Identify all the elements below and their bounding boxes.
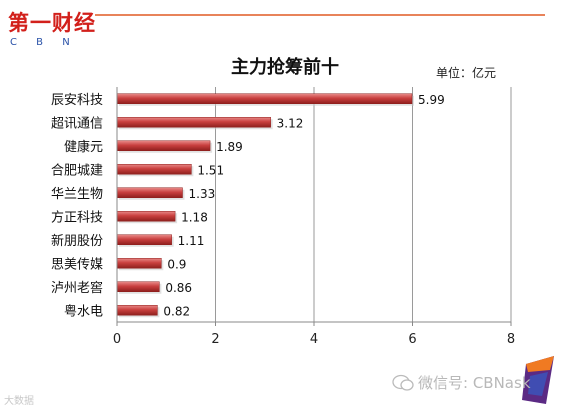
value-label: 1.11: [178, 234, 205, 248]
category-label: 健康元: [64, 139, 103, 155]
value-label: 0.82: [163, 304, 190, 318]
value-label: 0.86: [165, 281, 192, 295]
category-label: 粤水电: [64, 303, 103, 319]
corner-decoration: [522, 356, 554, 404]
x-tick-labels: 0 2 4 6 8: [113, 322, 515, 347]
bar: [116, 305, 158, 316]
bar: [116, 117, 271, 128]
x-tick-label: 2: [211, 332, 219, 347]
category-label: 方正科技: [51, 209, 103, 225]
unit-label: 单位：亿元: [436, 65, 496, 80]
category-label: 新朋股份: [51, 233, 103, 249]
category-label: 华兰生物: [51, 187, 103, 202]
logo-latin: C B N: [10, 37, 78, 48]
x-tick-label: 4: [310, 332, 318, 347]
x-tick-label: 0: [113, 332, 121, 347]
value-label: 1.51: [197, 163, 224, 177]
value-labels: 5.99 3.12 1.89 1.51 1.33 1.18 1.11 0.9 0.86 0.82: [163, 93, 444, 319]
category-label: 辰安科技: [51, 93, 103, 108]
bar: [116, 281, 160, 292]
chart-title: 主力抢筹前十: [231, 56, 339, 78]
value-label: 3.12: [277, 116, 304, 130]
bar: [116, 164, 192, 175]
value-label: 5.99: [418, 93, 445, 107]
wechat-id: 微信号: CBNask: [418, 374, 531, 392]
bottom-watermark: 大数据: [4, 396, 34, 407]
bar: [116, 258, 162, 269]
bar: [116, 234, 172, 245]
category-label: 泸州老窖: [51, 280, 103, 296]
value-label: 1.33: [189, 187, 216, 201]
category-label: 超讯通信: [51, 116, 103, 131]
value-label: 0.9: [167, 257, 186, 271]
bar: [116, 211, 176, 222]
x-tick-label: 6: [408, 332, 416, 347]
logo-chinese: 第一财经: [8, 11, 96, 35]
category-label: 合肥城建: [51, 163, 103, 178]
value-label: 1.18: [181, 210, 208, 224]
wechat-watermark: 微信号: CBNask: [392, 372, 531, 393]
bar: [116, 93, 413, 104]
cbn-logo: 第一财经 C B N: [8, 11, 96, 48]
bars: [116, 93, 415, 318]
wechat-icon: [392, 374, 414, 391]
value-label: 1.89: [216, 140, 243, 154]
bar: [116, 140, 211, 151]
category-label: 思美传媒: [51, 257, 103, 272]
bar: [116, 187, 183, 198]
x-tick-label: 8: [507, 332, 515, 347]
